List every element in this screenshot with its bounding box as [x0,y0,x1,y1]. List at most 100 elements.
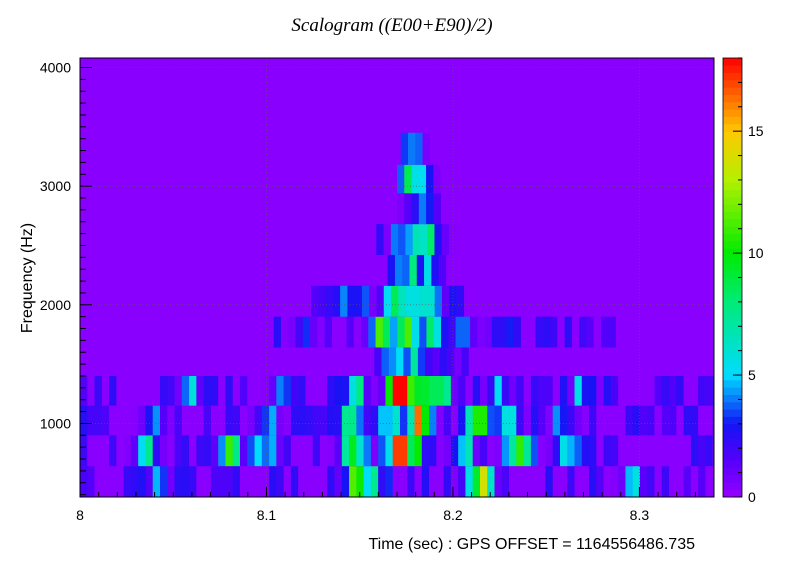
heatmap-cell [523,466,532,497]
heatmap-cell [152,466,161,497]
y-axis-label: Frequency (Hz) [19,223,36,333]
heatmap-cell [521,316,529,348]
heatmap-cell [443,435,452,467]
heatmap-cell [501,466,510,497]
colorbar-segment [723,350,742,359]
heatmap-cell [145,435,154,467]
heatmap-cell [472,466,481,497]
heatmap-cell [400,132,409,165]
heatmap-cell [138,435,146,467]
heatmap-cell [574,466,583,497]
heatmap-cell [109,405,117,436]
heatmap-cell [586,316,595,348]
colorbar-segment [723,87,742,95]
heatmap-cell [494,375,503,406]
heatmap-cell [567,405,575,436]
heatmap-cell [458,375,466,406]
heatmap-cell [513,316,522,348]
heatmap-cell [530,435,539,467]
heatmap-cell [712,375,715,406]
heatmap-cell [647,405,655,436]
colorbar-segment [723,233,742,242]
heatmap-cell [426,193,434,225]
colorbar-segment [723,153,742,161]
heatmap-cell [210,375,219,406]
heatmap-cell [327,466,335,497]
heatmap-cell [203,375,212,406]
heatmap-cell [550,316,558,348]
colorbar-segment [723,299,742,308]
heatmap-cell [116,375,124,406]
heatmap-cell [690,466,699,497]
heatmap-cell [461,347,470,376]
heatmap-cell [305,435,314,467]
heatmap-cell [676,435,684,467]
heatmap-cell [516,466,524,497]
heatmap-cell [94,375,103,406]
heatmap-cell [487,466,495,497]
heatmap-cell [414,466,423,497]
colorbar-segment [723,240,742,249]
heatmap-cell [542,316,551,348]
colorbar-segment [723,123,742,132]
heatmap-cell [353,316,362,348]
heatmap-cell [439,347,448,376]
heatmap-cell [266,316,275,348]
heatmap-band [80,435,715,467]
heatmap-cell [479,375,488,406]
heatmap-cell [383,224,392,255]
heatmap-cell [418,193,427,225]
heatmap-cell [290,466,299,497]
heatmap-cell [167,405,175,436]
heatmap-cell [261,405,270,436]
heatmap-cell [354,285,363,317]
heatmap-cell [174,466,183,497]
heatmap-cell [419,224,428,255]
heatmap-cell [254,405,263,436]
heatmap-cell [196,435,204,467]
heatmap-cell [356,375,364,406]
heatmap-cell [603,405,612,436]
heatmap-cell [596,375,604,406]
heatmap-cell [545,435,553,467]
heatmap-cell [160,405,168,436]
heatmap-cell [203,405,212,436]
heatmap-cell [319,375,328,406]
heatmap-cell [632,435,641,467]
heatmap-cell [203,435,212,467]
colorbar-segment [723,365,742,374]
heatmap-cell [283,435,292,467]
heatmap-cell [174,405,183,436]
heatmap-cell [596,466,604,497]
colorbar-segment [723,226,742,234]
heatmap-cell [579,316,587,348]
y-tick-label: 1000 [40,415,71,431]
colorbar-segment [723,138,742,147]
heatmap-cell [424,254,432,286]
heatmap-cell [359,347,368,376]
heatmap-cell [559,435,568,467]
heatmap-cell [557,316,565,348]
heatmap-cell [388,347,397,376]
heatmap-cell [632,405,641,436]
heatmap-cell [491,316,500,348]
heatmap-cell [181,405,190,436]
heatmap-cell [477,316,485,348]
heatmap-cell [298,405,306,436]
heatmap-cell [361,316,369,348]
colorbar-segment [723,284,742,293]
heatmap-cell [552,466,561,497]
heatmap-cell [705,466,713,497]
heatmap-cell [567,375,575,406]
heatmap-cell [317,316,325,348]
heatmap-cell [290,375,299,406]
heatmap-cell [145,466,154,497]
heatmap-cell [487,435,495,467]
heatmap-cell [625,435,633,467]
heatmap-cell [405,285,414,317]
heatmap-cell [318,285,326,317]
heatmap-cell [407,405,415,436]
heatmap-cell [516,405,524,436]
heatmap-cell [254,466,263,497]
